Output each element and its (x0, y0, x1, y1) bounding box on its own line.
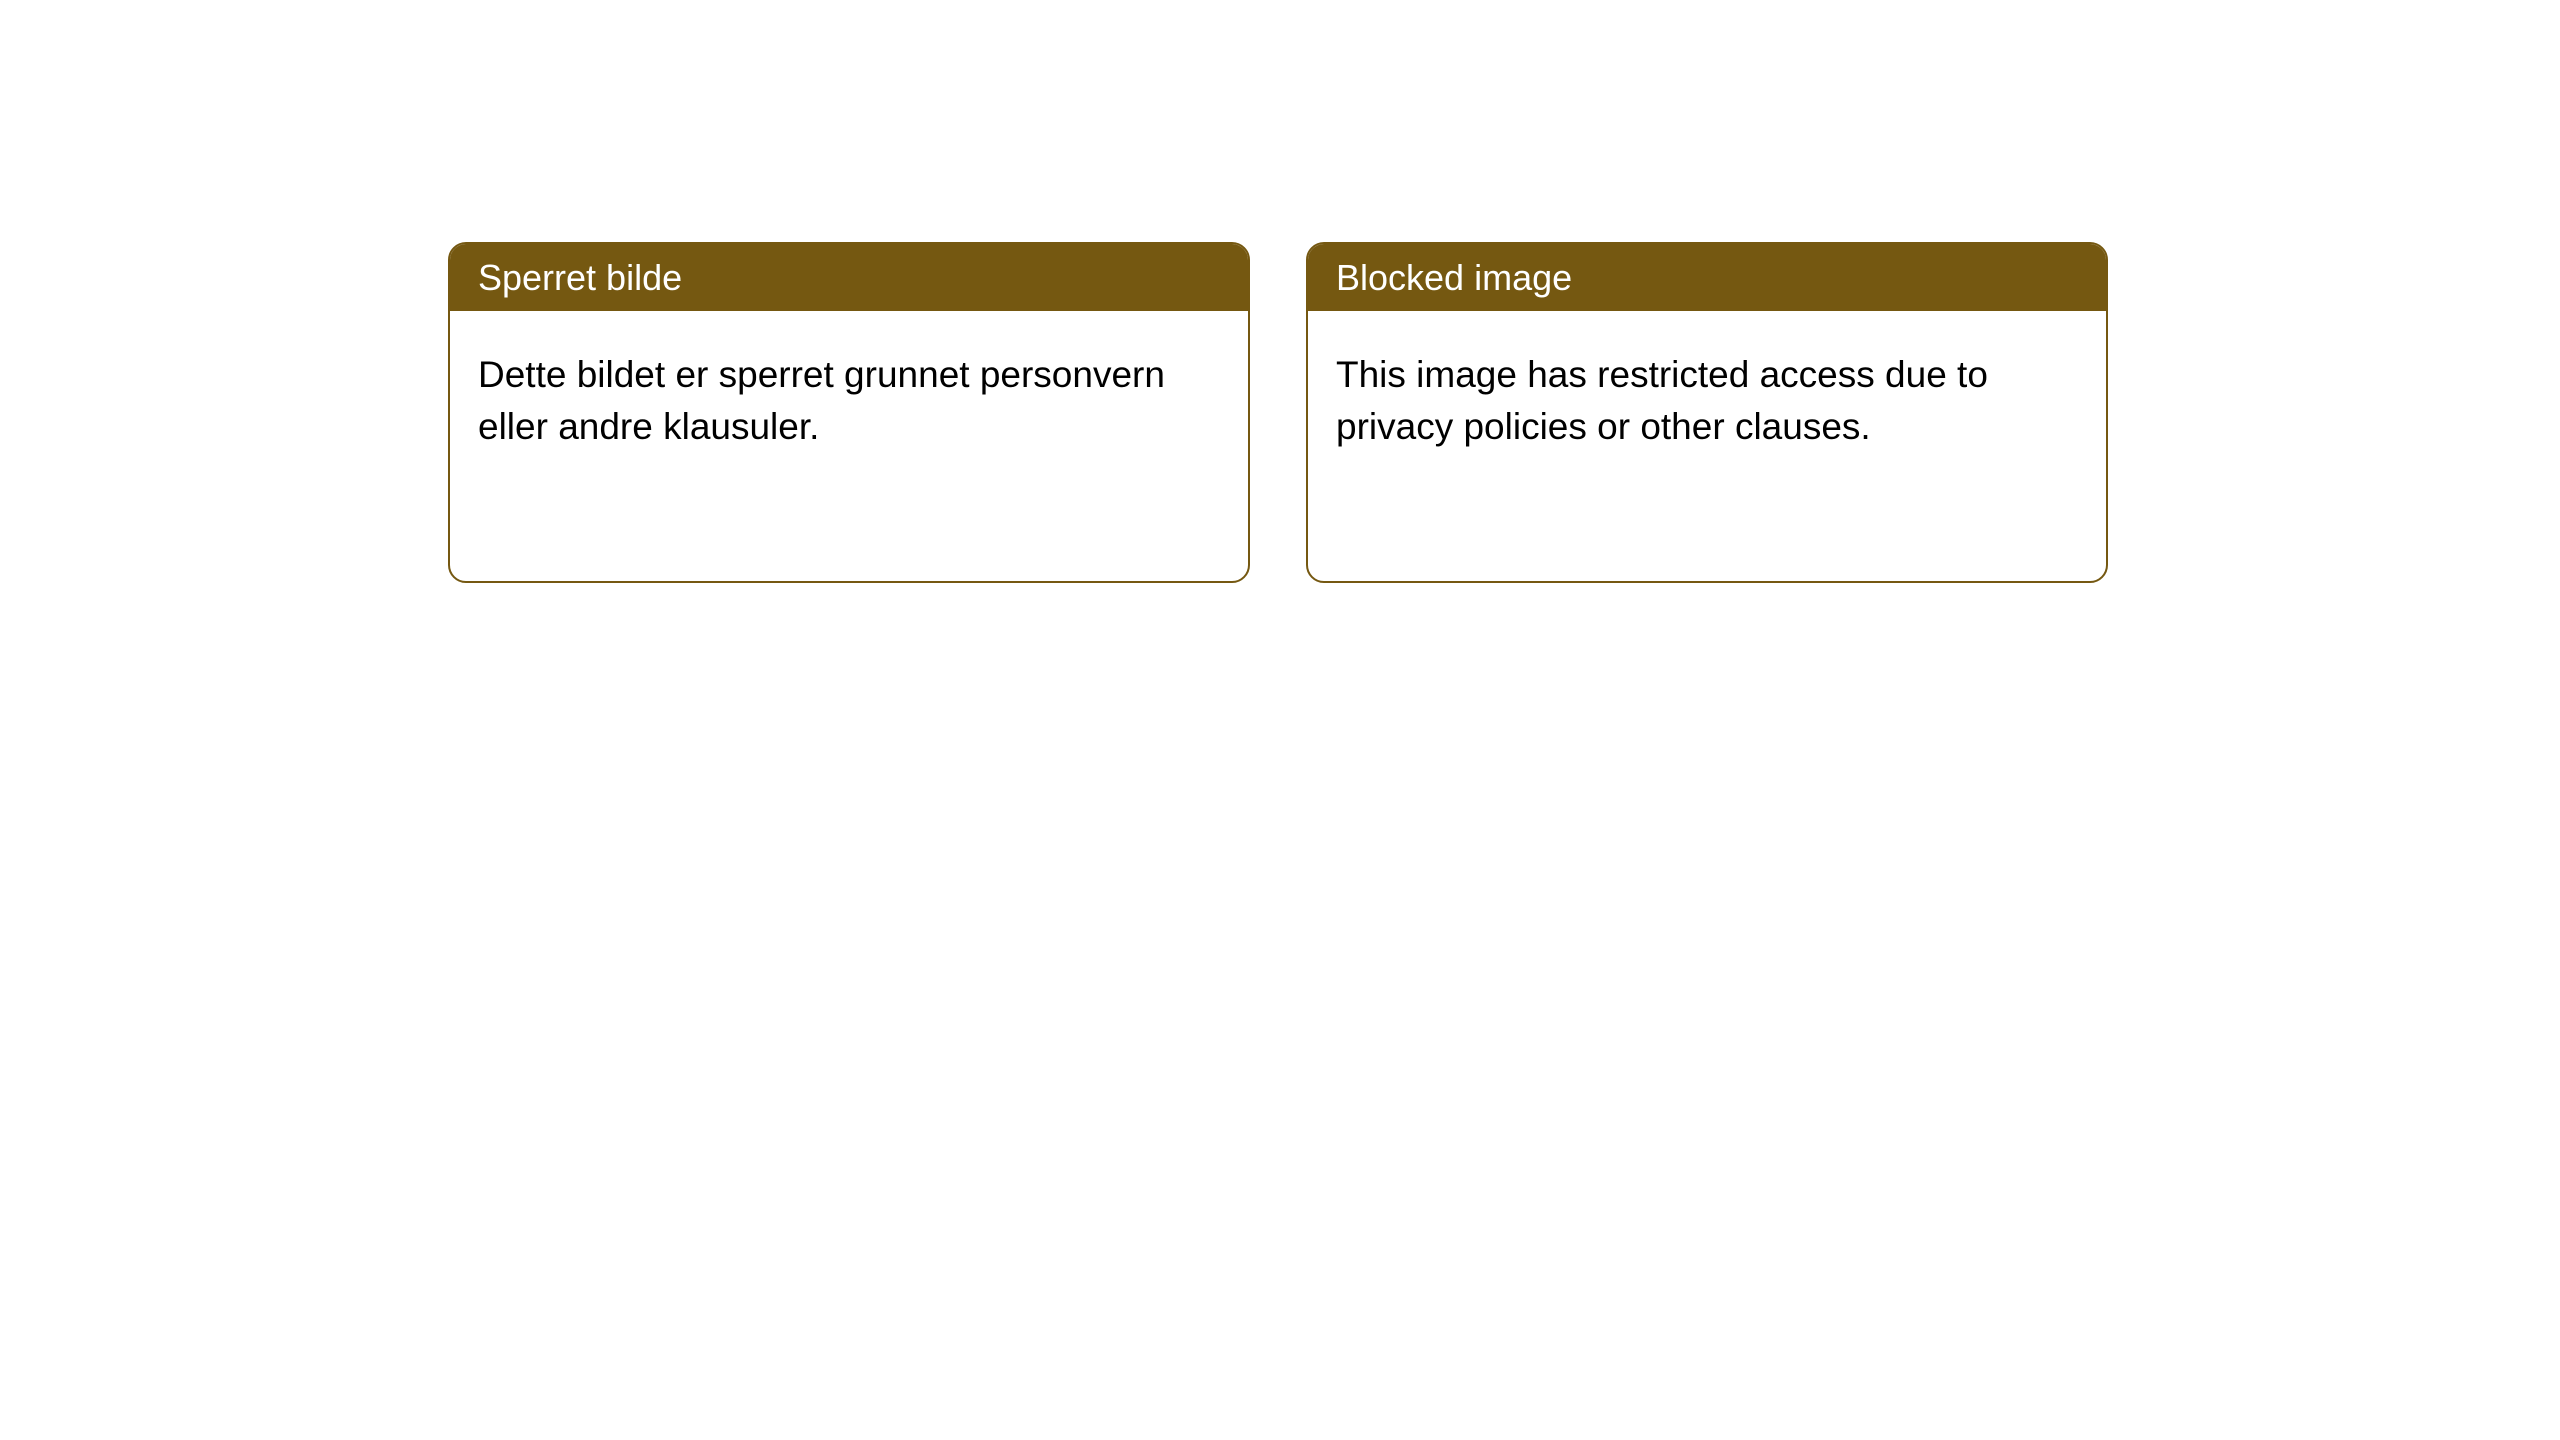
notice-body-english: This image has restricted access due to … (1308, 311, 2106, 581)
notice-body-norwegian: Dette bildet er sperret grunnet personve… (450, 311, 1248, 581)
notice-container: Sperret bilde Dette bildet er sperret gr… (0, 0, 2560, 583)
notice-header-english: Blocked image (1308, 244, 2106, 311)
notice-card-english: Blocked image This image has restricted … (1306, 242, 2108, 583)
notice-header-norwegian: Sperret bilde (450, 244, 1248, 311)
notice-card-norwegian: Sperret bilde Dette bildet er sperret gr… (448, 242, 1250, 583)
